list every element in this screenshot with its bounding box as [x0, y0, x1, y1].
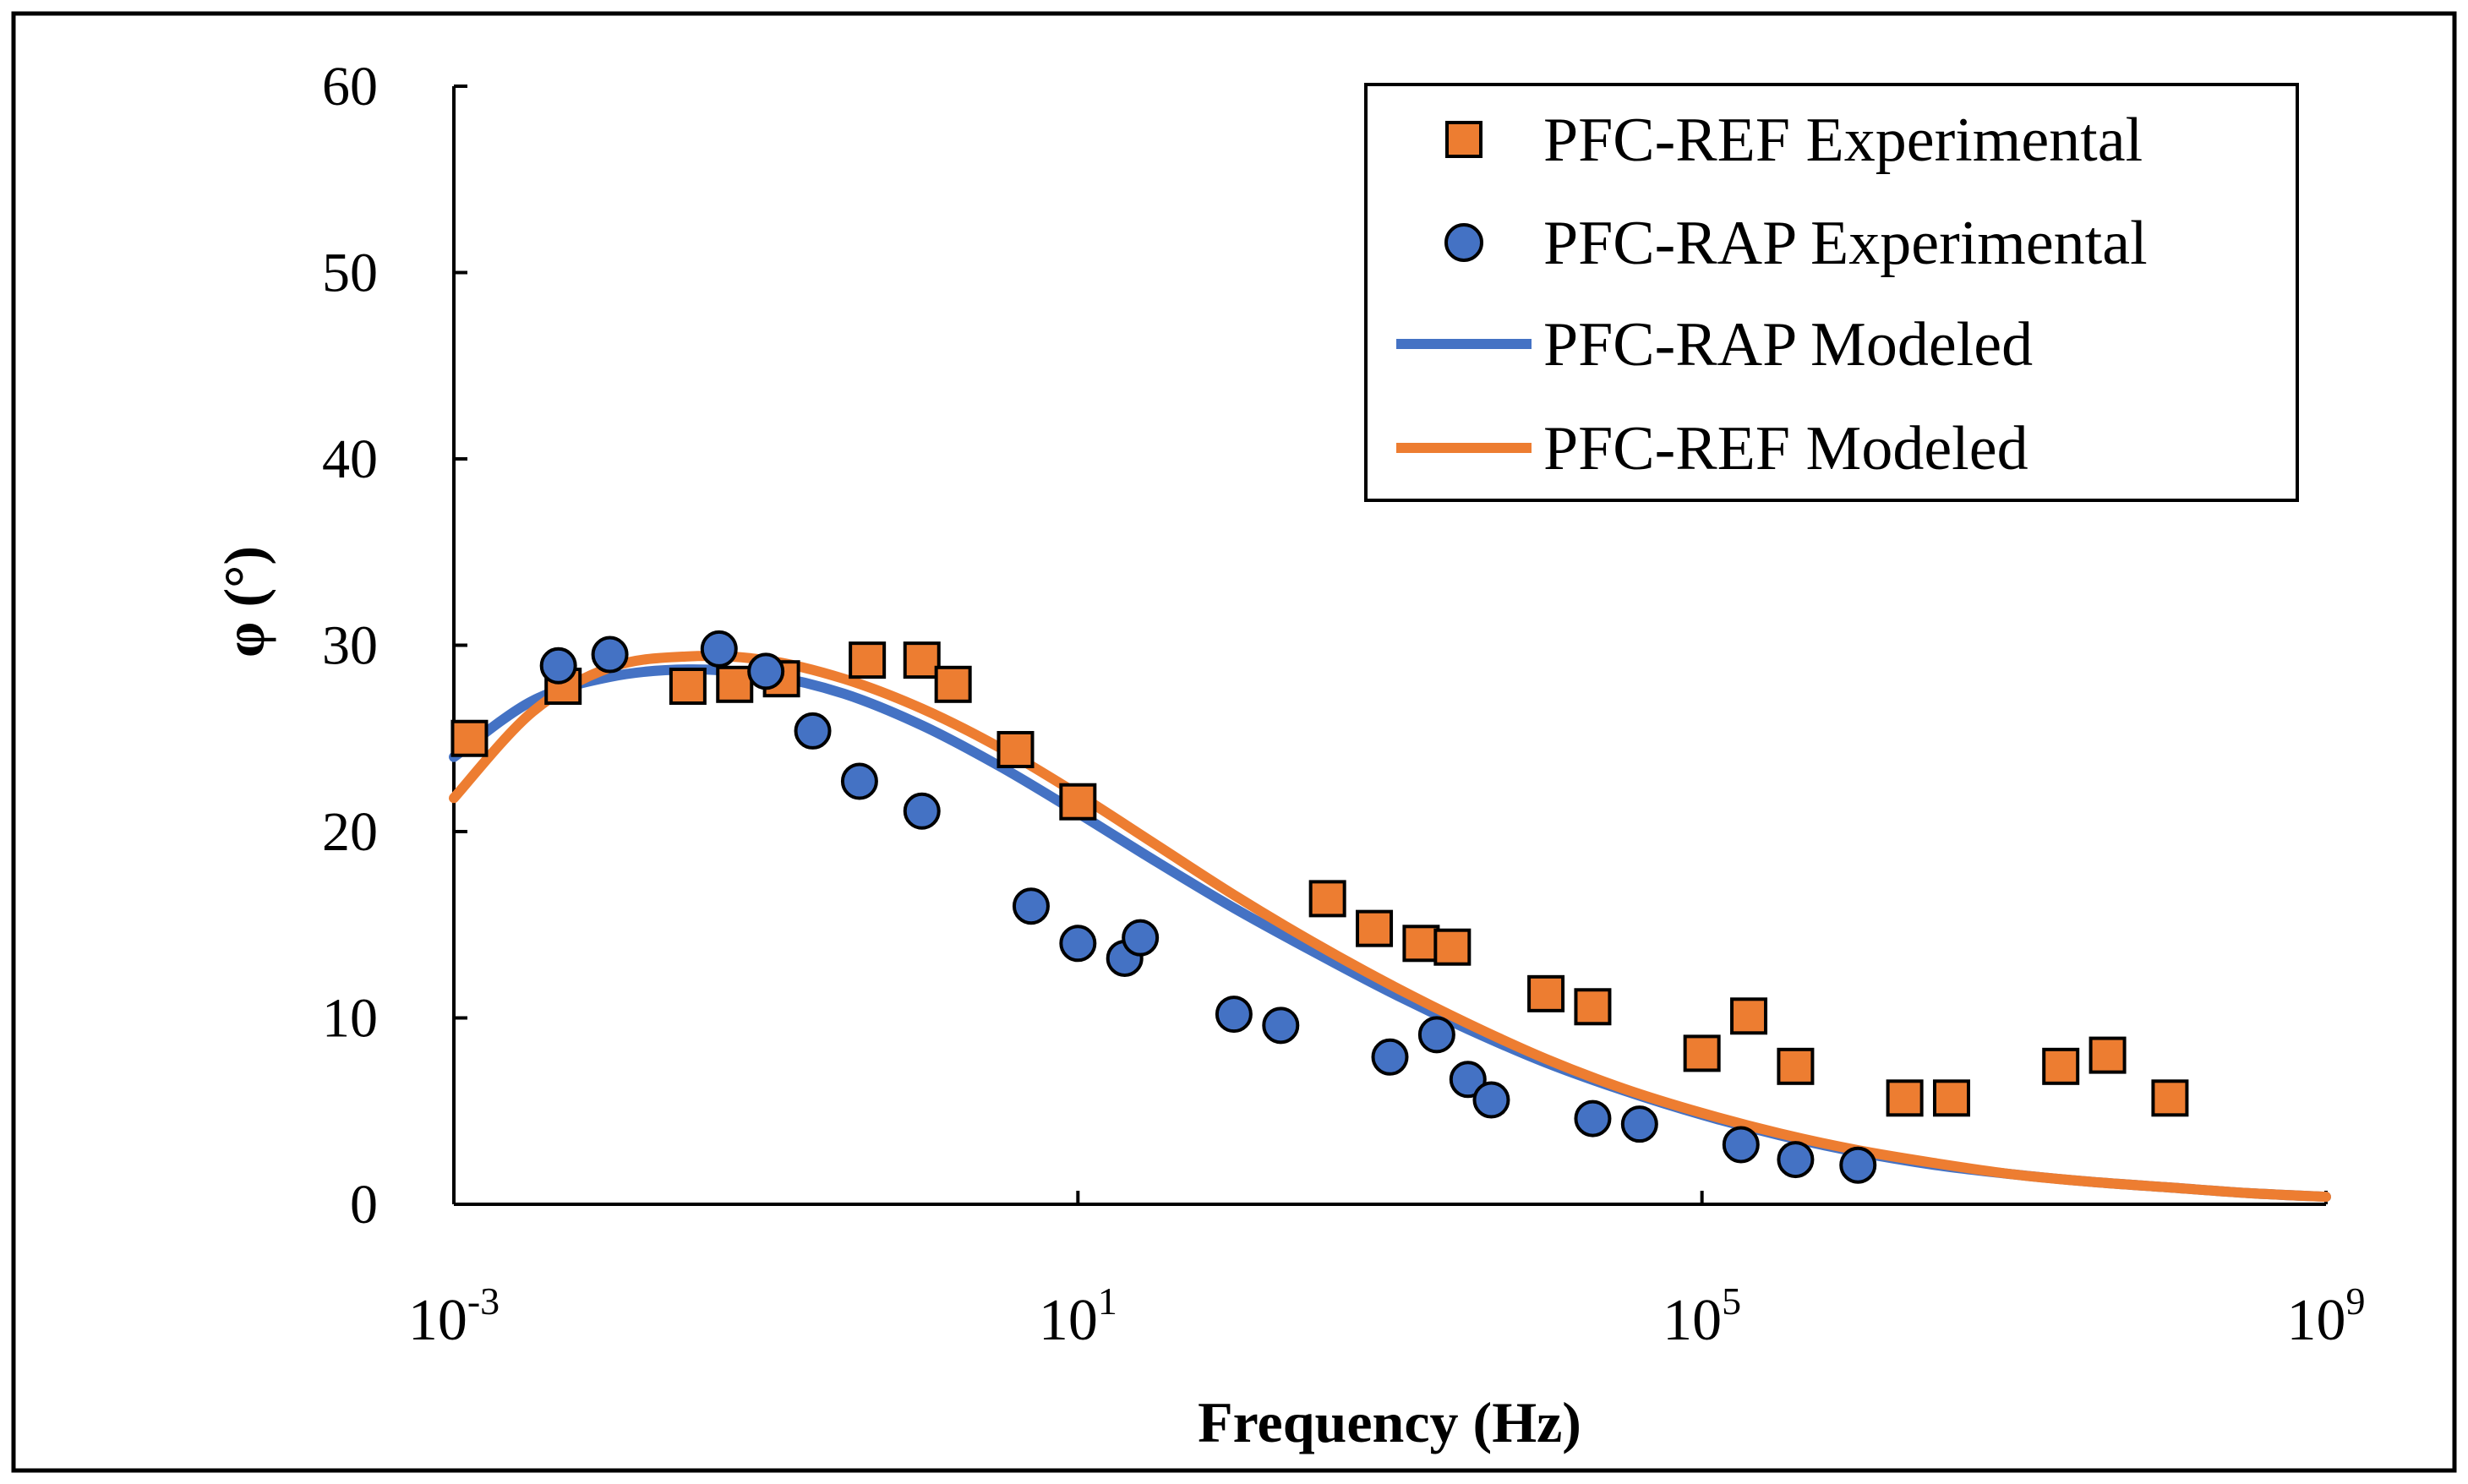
series-markers	[450, 630, 2189, 1184]
point-pfc-ref-experimental	[1527, 974, 1565, 1012]
x-tick-group: 10-3 101 105 109	[408, 1191, 2366, 1353]
point-pfc-ref-experimental	[1574, 988, 1612, 1026]
legend: PFC-REF Experimental PFC-RAP Experimenta…	[1364, 83, 2299, 502]
point-pfc-rap-experimental	[591, 636, 629, 674]
point-pfc-ref-experimental	[1777, 1047, 1815, 1085]
y-tick-label: 30	[322, 615, 378, 677]
point-pfc-rap-experimental	[903, 792, 941, 830]
point-pfc-rap-experimental	[1215, 996, 1253, 1034]
point-pfc-ref-experimental	[1730, 997, 1768, 1035]
y-tick-label: 20	[322, 801, 378, 863]
x-tick-label: 109	[2287, 1279, 2366, 1353]
point-pfc-ref-experimental	[903, 641, 941, 679]
x-axis-title: Frequency (Hz)	[1198, 1390, 1581, 1454]
point-pfc-rap-experimental	[840, 762, 878, 800]
point-pfc-ref-experimental	[716, 665, 754, 703]
point-pfc-rap-experimental	[1059, 925, 1097, 963]
point-pfc-rap-experimental	[1777, 1141, 1815, 1179]
y-tick-label: 10	[322, 988, 378, 1050]
point-pfc-rap-experimental	[1262, 1007, 1300, 1045]
y-tick-label: 50	[322, 243, 378, 304]
point-pfc-rap-experimental	[1371, 1038, 1409, 1076]
point-pfc-rap-experimental	[1012, 887, 1050, 925]
point-pfc-rap-experimental	[794, 712, 832, 750]
point-pfc-ref-experimental	[1433, 928, 1472, 966]
y-tick-label: 40	[322, 428, 378, 490]
point-pfc-rap-experimental	[1574, 1099, 1612, 1138]
point-pfc-ref-experimental	[996, 730, 1035, 768]
point-pfc-ref-experimental	[849, 641, 887, 679]
x-tick-label: 105	[1663, 1279, 1741, 1353]
point-pfc-ref-experimental	[1683, 1034, 1721, 1072]
point-pfc-rap-experimental	[1620, 1105, 1658, 1143]
point-pfc-rap-experimental	[700, 630, 738, 668]
y-axis-title: φ (°)	[212, 546, 276, 657]
legend-marker-rap-exp	[1444, 223, 1483, 262]
point-pfc-ref-experimental	[1886, 1079, 1924, 1117]
outer-border	[11, 11, 2457, 1473]
y-tick-group: 0 10 20 30 40 50 60	[322, 56, 467, 1236]
legend-label-ref-exp: PFC-REF Experimental	[1543, 106, 2143, 175]
point-pfc-ref-experimental	[669, 668, 707, 706]
point-pfc-ref-experimental	[1356, 909, 1394, 947]
legend-label-rap-mod: PFC-RAP Modeled	[1543, 310, 2033, 379]
point-pfc-ref-experimental	[1059, 783, 1097, 821]
legend-marker-ref-exp	[1445, 121, 1482, 158]
point-pfc-rap-experimental	[747, 652, 785, 690]
point-pfc-rap-experimental	[1722, 1126, 1760, 1164]
point-pfc-rap-experimental	[1449, 1061, 1487, 1099]
point-pfc-ref-experimental	[934, 665, 972, 703]
point-pfc-rap-experimental	[1839, 1146, 1877, 1184]
point-pfc-ref-experimental	[2089, 1036, 2127, 1074]
point-pfc-rap-experimental	[1472, 1081, 1510, 1119]
legend-box	[1364, 83, 2299, 502]
x-tick-label: 101	[1039, 1279, 1117, 1353]
point-pfc-ref-experimental	[1308, 880, 1346, 918]
point-pfc-rap-experimental	[1122, 919, 1160, 957]
point-pfc-ref-experimental	[2151, 1079, 2189, 1117]
point-pfc-rap-experimental	[1417, 1016, 1455, 1054]
point-pfc-ref-experimental	[1933, 1079, 1970, 1117]
x-tick-label: 10-3	[408, 1279, 500, 1353]
point-pfc-ref-experimental	[450, 719, 489, 757]
legend-label-ref-mod: PFC-REF Modeled	[1543, 414, 2028, 483]
point-pfc-ref-experimental	[1402, 925, 1440, 963]
point-pfc-ref-experimental	[2042, 1047, 2080, 1085]
point-pfc-rap-experimental	[539, 647, 577, 685]
y-tick-label: 60	[322, 56, 378, 117]
legend-label-rap-exp: PFC-RAP Experimental	[1543, 209, 2148, 278]
y-tick-label: 0	[350, 1174, 378, 1236]
